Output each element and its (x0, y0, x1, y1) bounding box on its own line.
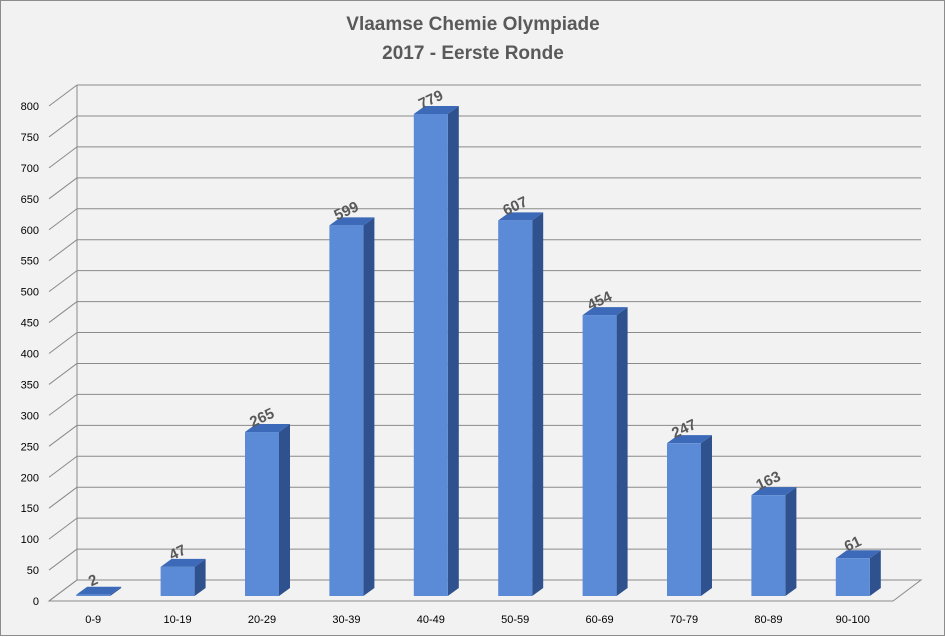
y-tick-label: 200 (21, 472, 39, 484)
x-tick-label: 90-100 (836, 614, 870, 626)
x-tick-label: 20-29 (248, 614, 276, 626)
bar-top (329, 217, 375, 226)
bar (498, 220, 533, 596)
bar-side (447, 105, 459, 597)
gridline-diagonal (48, 301, 78, 323)
y-tick-label: 800 (21, 101, 39, 113)
gridline-diagonal (48, 517, 78, 540)
bar (667, 443, 701, 596)
y-tick-label: 100 (21, 534, 39, 546)
gridline-diagonal (48, 455, 78, 478)
bar (76, 594, 111, 596)
gridline-diagonal (48, 208, 78, 231)
y-tick-label: 650 (21, 194, 39, 206)
y-tick-label: 50 (27, 565, 39, 577)
gridline-diagonal (48, 177, 78, 200)
chart-floor (47, 579, 923, 602)
data-label: 47 (167, 542, 189, 564)
x-tick-label: 60-69 (586, 614, 614, 626)
bar (329, 225, 364, 596)
bar-side (110, 586, 122, 596)
bar-top (667, 435, 712, 444)
bar-side (616, 307, 628, 596)
gridline-diagonal (48, 363, 78, 385)
y-tick-label: 400 (21, 349, 39, 361)
y-tick-label: 250 (21, 441, 39, 453)
y-tick-label: 350 (21, 379, 39, 391)
y-tick-label: 550 (21, 256, 39, 268)
x-tick-label: 0-9 (85, 614, 101, 626)
y-tick-label: 150 (21, 503, 39, 515)
bar-top (413, 105, 459, 114)
bar-top (582, 307, 628, 316)
gridline-diagonal (48, 548, 78, 571)
bar-top (76, 586, 122, 595)
bar (835, 558, 870, 596)
gridline-diagonal (48, 486, 78, 509)
y-tick-label: 500 (21, 287, 39, 299)
bar (751, 495, 786, 596)
y-axis-ticks: 0 50 100 150 200 250 300 350 400 450 500 550 600 650 7… (21, 101, 39, 608)
gridline-diagonal (48, 239, 78, 262)
y-tick-label: 750 (21, 132, 39, 144)
bar-top (751, 487, 797, 496)
gridline-diagonal (48, 270, 78, 293)
gridline-diagonal (48, 424, 78, 447)
bar-top (835, 550, 881, 559)
bar (413, 113, 448, 597)
gridline-diagonal (48, 115, 78, 138)
y-tick-label: 300 (21, 410, 39, 422)
bar-side (279, 424, 290, 596)
y-tick-label: 700 (21, 163, 39, 175)
bar (160, 566, 195, 596)
x-tick-label: 70-79 (670, 614, 698, 626)
data-label: 61 (842, 533, 864, 555)
x-tick-label: 80-89 (754, 614, 782, 626)
chart-title-line1: Vlaamse Chemie Olympiade (346, 14, 599, 35)
y-tick-label: 0 (33, 596, 39, 608)
y-tick-label: 450 (21, 318, 39, 330)
gridline-diagonal (48, 84, 78, 107)
chart-title-line2: 2017 - Eerste Ronde (382, 43, 564, 64)
gridline-diagonal (48, 332, 78, 354)
x-tick-label: 10-19 (164, 614, 192, 626)
bar-side (785, 487, 797, 596)
gridline-diagonal (48, 393, 78, 416)
bar-side (363, 217, 375, 596)
bar-top (245, 424, 290, 433)
y-tick-label: 600 (21, 225, 39, 237)
bar (582, 315, 617, 596)
x-tick-label: 40-49 (417, 614, 445, 626)
bar-side (701, 435, 712, 596)
x-tick-label: 50-59 (501, 614, 529, 626)
bar (245, 432, 279, 596)
bar-side (194, 558, 206, 596)
bar-top (160, 558, 206, 567)
bar-side (869, 550, 881, 596)
bars (76, 105, 881, 597)
x-axis-ticks: 0-9 10-19 20-29 30-39 40-49 50-59 60-69 70-79 80… (85, 614, 870, 626)
bar-top (498, 212, 544, 221)
gridline-diagonal (48, 146, 78, 169)
x-tick-label: 30-39 (332, 614, 360, 626)
bar-side (532, 212, 544, 596)
